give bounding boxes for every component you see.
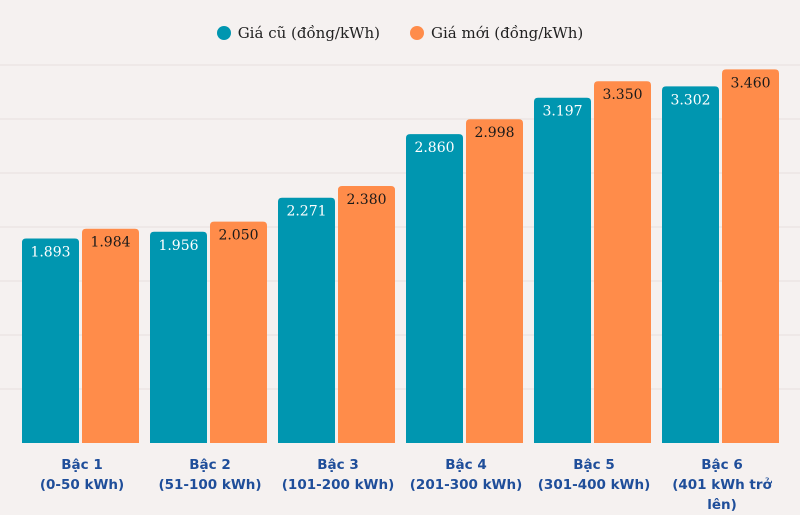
tier-name: Bậc 3 [317, 457, 359, 473]
data-label: 3.350 [602, 87, 642, 103]
category-label: Bậc 1 (0-50 kWh) [18, 455, 146, 495]
tier-range: (51-100 kWh) [158, 477, 262, 493]
legend-swatch-new [410, 26, 424, 40]
tier-name: Bậc 6 [701, 457, 743, 473]
bar-new [82, 228, 139, 443]
tier-name: Bậc 1 [61, 457, 103, 473]
tier-range: (201-300 kWh) [409, 477, 523, 493]
data-label: 1.984 [90, 235, 130, 251]
data-label: 3.460 [730, 75, 770, 91]
data-label: 2.050 [218, 228, 258, 244]
data-label: 1.956 [158, 238, 198, 254]
bar-new [466, 119, 523, 443]
legend-label-old: Giá cũ (đồng/kWh) [237, 24, 380, 42]
bar-new [594, 81, 651, 443]
data-label: 2.998 [474, 125, 514, 141]
category-label: Bậc 5 (301-400 kWh) [530, 455, 658, 495]
data-label: 3.197 [542, 104, 582, 120]
tier-name: Bậc 5 [573, 457, 615, 473]
legend: Giá cũ (đồng/kWh) Giá mới (đồng/kWh) [0, 24, 800, 42]
legend-item-new-price: Giá mới (đồng/kWh) [410, 24, 583, 42]
data-label: 2.271 [286, 204, 326, 220]
category-label: Bậc 3 (101-200 kWh) [274, 455, 402, 495]
data-label: 2.380 [346, 192, 386, 208]
tier-range: (401 kWh trở lên) [672, 477, 772, 513]
bar-new [210, 221, 267, 443]
bar-new [722, 69, 779, 443]
tier-name: Bậc 4 [445, 457, 487, 473]
bar-new [338, 185, 395, 443]
bar-old [534, 97, 591, 443]
bar-chart: 1.893 1.984 1.956 2.050 2.271 2.380 2.860 2.998… [0, 64, 800, 443]
tier-range: (301-400 kWh) [537, 477, 651, 493]
legend-item-old-price: Giá cũ (đồng/kWh) [216, 24, 380, 42]
bar-old [662, 86, 719, 443]
tier-range: (101-200 kWh) [281, 477, 395, 493]
data-label: 1.893 [30, 245, 70, 261]
category-label: Bậc 2 (51-100 kWh) [146, 455, 274, 495]
legend-label-new: Giá mới (đồng/kWh) [431, 24, 584, 42]
tier-name: Bậc 2 [189, 457, 231, 473]
data-label: 2.860 [414, 140, 454, 156]
category-label: Bậc 4 (201-300 kWh) [402, 455, 530, 495]
legend-swatch-old [216, 26, 231, 40]
bar-old [406, 134, 463, 443]
tier-range: (0-50 kWh) [39, 477, 125, 493]
bar-old [150, 231, 207, 443]
bar-old [278, 197, 335, 443]
bar-old [22, 238, 79, 443]
data-label: 3.302 [670, 92, 710, 108]
category-label: Bậc 6 (401 kWh trở lên) [658, 455, 786, 515]
